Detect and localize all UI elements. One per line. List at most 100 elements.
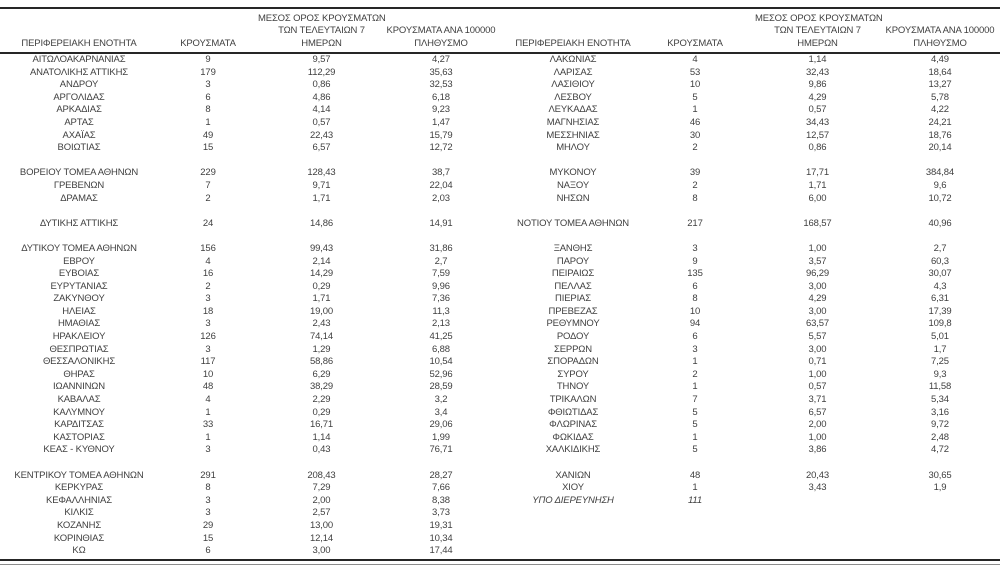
header-cases-left: ΚΡΟΥΣΜΑΤΑ xyxy=(158,12,258,54)
avg7-value: 16,71 xyxy=(309,419,334,431)
per100k-value xyxy=(880,545,1000,558)
per100k-value: 24,21 xyxy=(928,116,952,128)
column-gap xyxy=(497,482,511,495)
table-row: ΚΕΝΤΡΙΚΟΥ ΤΟΜΕΑ ΑΘΗΝΩΝ 291 208,43 28,27 ΧΑΝΙ… xyxy=(0,470,1000,483)
avg7-value xyxy=(755,545,880,558)
cases-count: 33 xyxy=(202,419,214,431)
avg7-value: 0,71 xyxy=(808,356,827,368)
avg7-value: 1,00 xyxy=(808,242,827,254)
avg7-value: 32,43 xyxy=(805,66,830,78)
per100k-value: 22,04 xyxy=(429,179,453,191)
avg7-value: 0,57 xyxy=(808,104,827,116)
table-row: ΚΟΖΑΝΗΣ 29 13,00 19,31 xyxy=(0,520,1000,533)
per100k-value xyxy=(385,205,497,218)
cases-count: 1 xyxy=(692,482,698,494)
header-region-left: ΠΕΡΙΦΕΡΕΙΑΚΗ ΕΝΟΤΗΤΑ xyxy=(0,12,158,54)
region-name: ΓΡΕΒΕΝΩΝ xyxy=(53,179,105,191)
table-row: ΚΑΡΔΙΤΣΑΣ 33 16,71 29,06 ΦΛΩΡΙΝΑΣ 5 2,00 9,72 xyxy=(0,419,1000,432)
region-name: ΤΡΙΚΑΛΩΝ xyxy=(549,394,597,406)
avg7-value: 168,57 xyxy=(803,217,832,229)
region-name: ΣΕΡΡΩΝ xyxy=(554,343,592,355)
cases-count: 15 xyxy=(202,142,214,154)
cases-count: 3 xyxy=(205,293,211,305)
cases-count: 39 xyxy=(689,167,701,179)
cases-count: 4 xyxy=(205,255,211,267)
cases-count: 3 xyxy=(205,507,211,519)
per100k-value: 2,03 xyxy=(432,192,450,204)
region-name: ΜΑΓΝΗΣΙΑΣ xyxy=(546,116,600,128)
table-row: ΚΑΣΤΟΡΙΑΣ 1 1,14 1,99 ΦΩΚΙΔΑΣ 1 1,00 2,48 xyxy=(0,432,1000,445)
table-row: ΑΡΚΑΔΙΑΣ 8 4,14 9,23 ΛΕΥΚΑΔΑΣ 1 0,57 4,22 xyxy=(0,104,1000,117)
column-gap xyxy=(497,318,511,331)
region-name: ΞΑΝΘΗΣ xyxy=(553,242,593,254)
table-row: ΕΥΒΟΙΑΣ 16 14,29 7,59 ΠΕΙΡΑΙΩΣ 135 96,29 30,07 xyxy=(0,268,1000,281)
region-name: ΠΡΕΒΕΖΑΣ xyxy=(548,305,598,317)
per100k-value: 3,4 xyxy=(434,406,448,418)
per100k-value: 28,59 xyxy=(429,381,453,393)
avg7-value: 9,57 xyxy=(312,54,331,65)
region-name: ΘΗΡΑΣ xyxy=(63,368,95,380)
table-row: ΑΝΔΡΟΥ 3 0,86 32,53 ΛΑΣΙΘΙΟΥ 10 9,86 13,27 xyxy=(0,79,1000,92)
per100k-value: 31,86 xyxy=(429,242,453,254)
per100k-value: 384,84 xyxy=(925,167,955,179)
avg7-value: 0,86 xyxy=(808,142,827,154)
table-row: ΗΛΕΙΑΣ 18 19,00 11,3 ΠΡΕΒΕΖΑΣ 10 3,00 17,39 xyxy=(0,306,1000,319)
cases-count: 48 xyxy=(689,469,701,481)
avg7-value xyxy=(755,155,880,168)
column-gap xyxy=(497,381,511,394)
avg7-value: 63,57 xyxy=(805,318,830,330)
region-name: ΗΡΑΚΛΕΙΟΥ xyxy=(52,331,106,343)
table-row: ΔΡΑΜΑΣ 2 1,71 2,03 ΝΗΣΩΝ 8 6,00 10,72 xyxy=(0,193,1000,206)
per100k-value: 7,66 xyxy=(432,482,450,494)
column-gap xyxy=(497,344,511,357)
region-name: ΔΥΤΙΚΗΣ ΑΤΤΙΚΗΣ xyxy=(39,217,119,229)
per100k-value xyxy=(880,533,1000,546)
cases-count: 16 xyxy=(202,268,214,280)
region-name: ΚΑΡΔΙΤΣΑΣ xyxy=(54,419,104,431)
avg7-value: 99,43 xyxy=(309,242,334,254)
per100k-value: 2,48 xyxy=(931,431,949,443)
region-name: ΠΙΕΡΙΑΣ xyxy=(555,293,591,305)
region-name: ΚΕΦΑΛΛΗΝΙΑΣ xyxy=(46,494,112,506)
column-gap xyxy=(497,268,511,281)
column-gap xyxy=(497,281,511,294)
cases-count: 46 xyxy=(689,116,701,128)
bottom-rule-thick xyxy=(0,559,1000,561)
region-name: ΧΑΝΙΩΝ xyxy=(555,469,591,481)
table-row: ΘΕΣΠΡΩΤΙΑΣ 3 1,29 6,88 ΣΕΡΡΩΝ 3 3,00 1,7 xyxy=(0,344,1000,357)
table-row: ΔΥΤΙΚΟΥ ΤΟΜΕΑ ΑΘΗΝΩΝ 156 99,43 31,86 ΞΑΝΘΗΣ 3… xyxy=(0,243,1000,256)
per100k-value: 35,63 xyxy=(429,66,453,78)
per100k-value: 5,78 xyxy=(931,91,949,103)
column-gap xyxy=(497,507,511,520)
per100k-value: 14,91 xyxy=(429,217,453,229)
region-name: ΠΑΡΟΥ xyxy=(556,255,590,267)
avg7-value: 3,86 xyxy=(808,444,827,456)
column-gap xyxy=(497,130,511,143)
column-gap xyxy=(497,79,511,92)
column-gap xyxy=(497,117,511,130)
table-row: ΕΥΡΥΤΑΝΙΑΣ 2 0,29 9,96 ΠΕΛΛΑΣ 6 3,00 4,3 xyxy=(0,281,1000,294)
cases-count: 9 xyxy=(205,54,211,65)
table-row: ΘΗΡΑΣ 10 6,29 52,96 ΣΥΡΟΥ 2 1,00 9,3 xyxy=(0,369,1000,382)
per100k-value: 9,23 xyxy=(432,104,450,116)
avg7-value: 3,00 xyxy=(808,305,827,317)
top-rule xyxy=(0,7,1000,9)
cases-count xyxy=(635,155,755,168)
per100k-value: 5,01 xyxy=(931,331,949,343)
cases-count: 3 xyxy=(205,494,211,506)
per100k-value xyxy=(880,230,1000,243)
region-name: ΛΑΣΙΘΙΟΥ xyxy=(551,79,595,91)
per100k-value: 13,27 xyxy=(928,79,952,91)
region-name xyxy=(511,533,635,546)
table-row xyxy=(0,155,1000,168)
region-name: ΛΕΥΚΑΔΑΣ xyxy=(548,104,598,116)
cases-count: 1 xyxy=(205,406,211,418)
per100k-value: 1,7 xyxy=(933,343,947,355)
per100k-value: 3,16 xyxy=(931,406,949,418)
region-name: ΚΟΡΙΝΘΙΑΣ xyxy=(53,532,105,544)
table-row: ΕΒΡΟΥ 4 2,14 2,7 ΠΑΡΟΥ 9 3,57 60,3 xyxy=(0,256,1000,269)
avg7-value: 2,43 xyxy=(312,318,331,330)
region-name: ΒΟΡΕΙΟΥ ΤΟΜΕΑ ΑΘΗΝΩΝ xyxy=(19,167,139,179)
column-gap xyxy=(497,293,511,306)
cases-count xyxy=(158,155,258,168)
